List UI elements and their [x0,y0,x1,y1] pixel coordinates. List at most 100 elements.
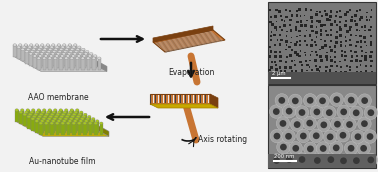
Bar [268,69,271,71]
Ellipse shape [57,111,61,114]
Bar [346,11,349,13]
Polygon shape [31,52,34,64]
Bar [279,10,281,13]
Polygon shape [77,56,81,68]
Ellipse shape [26,109,29,111]
Polygon shape [166,40,222,52]
Bar [306,64,308,66]
Polygon shape [57,45,60,57]
Bar [330,49,333,52]
Bar [335,15,338,18]
Bar [319,11,321,13]
Bar [269,9,271,11]
Bar [311,30,313,32]
Circle shape [330,141,343,155]
Polygon shape [155,31,211,43]
Polygon shape [50,47,54,59]
Polygon shape [28,114,32,126]
Ellipse shape [45,53,49,55]
Ellipse shape [44,55,48,57]
Bar [316,68,319,71]
Bar [309,60,311,61]
Bar [334,20,336,23]
Bar [330,56,332,58]
Bar [361,71,362,72]
Ellipse shape [86,117,90,120]
Polygon shape [88,123,92,135]
Polygon shape [152,95,154,103]
Bar [306,80,307,82]
Polygon shape [56,54,60,66]
Polygon shape [79,54,82,66]
Ellipse shape [59,57,62,60]
Bar [316,54,318,56]
Bar [320,59,323,62]
Bar [370,9,372,11]
Ellipse shape [91,117,95,120]
Bar [268,72,376,84]
Bar [321,15,324,17]
Bar [270,35,272,36]
Ellipse shape [56,113,59,116]
Ellipse shape [51,113,54,116]
Polygon shape [37,110,40,122]
Ellipse shape [84,53,87,55]
Ellipse shape [92,57,96,60]
Polygon shape [40,45,44,57]
Polygon shape [81,116,109,136]
Polygon shape [183,95,184,103]
Polygon shape [155,95,156,103]
Bar [275,9,277,11]
Polygon shape [87,117,91,129]
Bar [315,44,317,46]
Circle shape [307,97,313,104]
Bar [268,154,376,168]
Bar [291,70,293,72]
Polygon shape [86,119,90,131]
Bar [306,44,308,46]
Bar [310,44,313,47]
Bar [360,64,361,66]
Bar [269,78,272,81]
Bar [276,64,277,66]
Polygon shape [64,119,68,131]
Circle shape [331,117,344,131]
Circle shape [361,120,368,127]
Ellipse shape [65,57,68,60]
Bar [300,20,302,23]
Circle shape [367,133,373,140]
Polygon shape [45,114,48,126]
Ellipse shape [70,109,73,111]
Ellipse shape [79,53,82,55]
Polygon shape [50,123,54,135]
Circle shape [270,154,283,167]
Circle shape [367,157,374,163]
Bar [356,66,358,68]
Ellipse shape [84,113,87,116]
Bar [352,81,353,83]
Ellipse shape [99,122,103,125]
Bar [314,59,317,62]
Ellipse shape [56,53,60,55]
Bar [299,40,301,42]
Circle shape [344,142,358,155]
Polygon shape [98,58,101,70]
Bar [300,24,303,27]
Ellipse shape [76,48,79,51]
Bar [339,15,342,18]
Circle shape [288,94,302,108]
Ellipse shape [77,122,81,125]
Bar [346,74,349,76]
Polygon shape [165,40,222,52]
Ellipse shape [73,113,76,116]
Polygon shape [45,123,48,135]
Bar [370,41,372,43]
Text: 200 nm: 200 nm [274,154,294,159]
Bar [299,44,301,46]
Polygon shape [62,121,66,133]
Bar [269,21,272,23]
Bar [326,73,329,76]
Bar [324,10,326,12]
Ellipse shape [85,50,89,53]
Bar [294,43,297,46]
